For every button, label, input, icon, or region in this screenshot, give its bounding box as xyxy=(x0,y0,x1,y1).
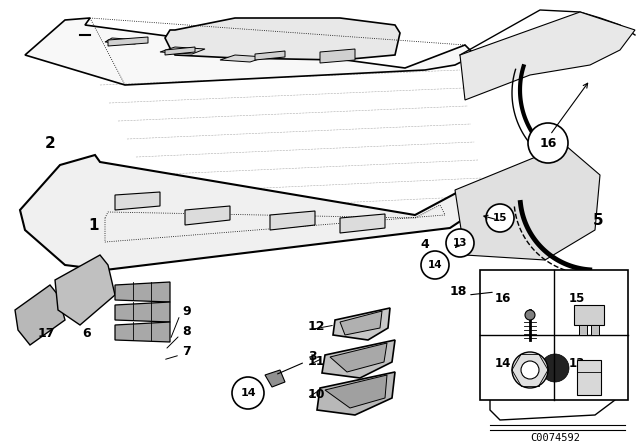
Polygon shape xyxy=(320,49,355,63)
Polygon shape xyxy=(317,372,395,415)
Text: 3: 3 xyxy=(308,350,317,363)
Text: C0074592: C0074592 xyxy=(530,433,580,443)
Text: 4: 4 xyxy=(420,238,429,251)
Text: 16: 16 xyxy=(540,137,557,150)
Polygon shape xyxy=(325,375,387,408)
Polygon shape xyxy=(460,12,635,100)
Text: 18: 18 xyxy=(450,285,467,298)
Bar xyxy=(480,270,628,400)
Circle shape xyxy=(528,123,568,163)
Bar xyxy=(577,360,601,395)
Polygon shape xyxy=(105,38,140,44)
Text: 9: 9 xyxy=(182,305,191,318)
Text: 8: 8 xyxy=(182,325,191,338)
Polygon shape xyxy=(165,47,195,55)
Polygon shape xyxy=(115,302,170,322)
Text: 2: 2 xyxy=(45,136,56,151)
Text: 1: 1 xyxy=(88,218,99,233)
Text: 15: 15 xyxy=(569,292,586,305)
Polygon shape xyxy=(455,145,600,260)
Circle shape xyxy=(512,352,548,388)
Polygon shape xyxy=(165,18,400,60)
Text: 10: 10 xyxy=(308,388,326,401)
Circle shape xyxy=(486,204,514,232)
Text: 17: 17 xyxy=(38,327,56,340)
Polygon shape xyxy=(340,214,385,233)
Circle shape xyxy=(446,229,474,257)
Bar xyxy=(574,305,604,325)
Polygon shape xyxy=(220,55,265,62)
Polygon shape xyxy=(185,206,230,225)
Polygon shape xyxy=(330,343,387,372)
Text: 15: 15 xyxy=(493,213,508,223)
Text: 11: 11 xyxy=(308,355,326,368)
Polygon shape xyxy=(265,370,285,387)
Polygon shape xyxy=(340,311,382,335)
Text: 16: 16 xyxy=(495,292,511,305)
Circle shape xyxy=(421,251,449,279)
Polygon shape xyxy=(160,47,205,54)
Text: 14: 14 xyxy=(428,260,442,270)
Polygon shape xyxy=(25,18,475,85)
Circle shape xyxy=(521,361,539,379)
Polygon shape xyxy=(322,340,395,378)
Bar xyxy=(591,325,599,335)
Polygon shape xyxy=(108,37,148,46)
Text: 7: 7 xyxy=(182,345,191,358)
Text: 13: 13 xyxy=(569,357,585,370)
Text: 12: 12 xyxy=(308,320,326,333)
Text: 6: 6 xyxy=(82,327,91,340)
Polygon shape xyxy=(115,192,160,210)
Polygon shape xyxy=(15,285,65,345)
Text: 14: 14 xyxy=(240,388,256,398)
Polygon shape xyxy=(490,285,512,303)
Text: 13: 13 xyxy=(452,238,467,248)
Bar xyxy=(579,325,587,335)
Polygon shape xyxy=(255,51,285,60)
Circle shape xyxy=(541,354,569,382)
Polygon shape xyxy=(270,211,315,230)
Polygon shape xyxy=(20,155,468,270)
Text: 5: 5 xyxy=(593,213,604,228)
Polygon shape xyxy=(115,322,170,342)
Polygon shape xyxy=(115,282,170,302)
Circle shape xyxy=(525,310,535,320)
Polygon shape xyxy=(333,308,390,340)
Text: 14: 14 xyxy=(495,357,511,370)
Circle shape xyxy=(232,377,264,409)
Polygon shape xyxy=(55,255,115,325)
